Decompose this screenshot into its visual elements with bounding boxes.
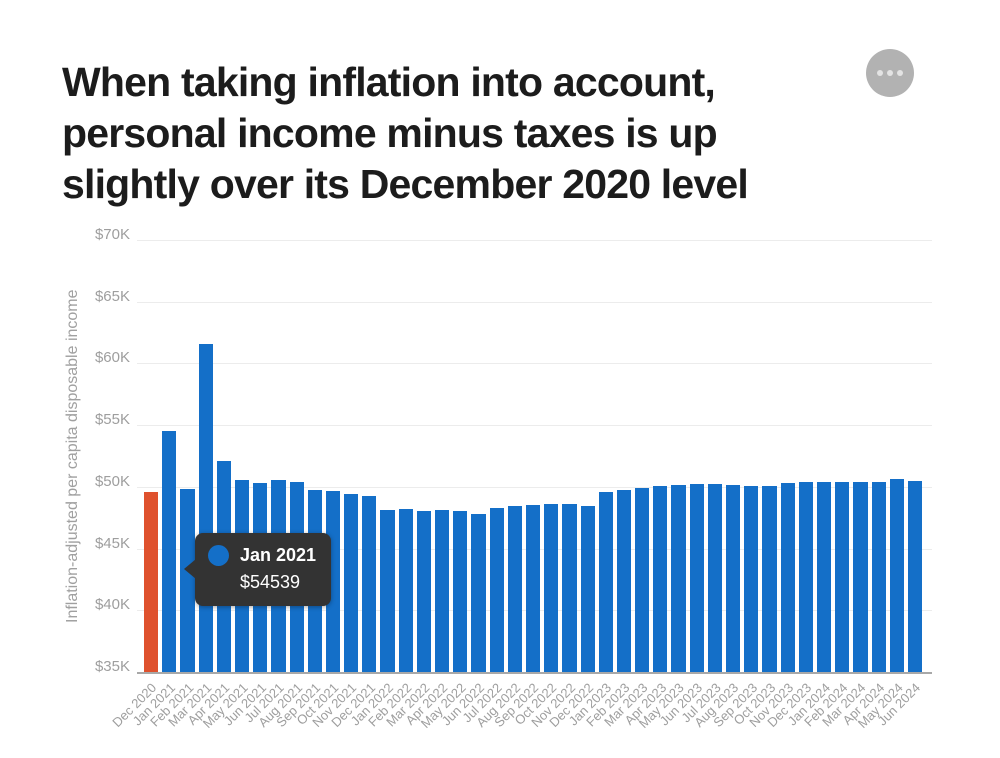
y-tick-label: $45K bbox=[94, 534, 130, 552]
tooltip-value: $54539 bbox=[240, 572, 301, 592]
bar-jul-2023[interactable] bbox=[707, 483, 722, 672]
bar-nov-2022[interactable] bbox=[562, 503, 577, 672]
y-tick-label: $60K bbox=[94, 349, 130, 367]
gridline bbox=[137, 240, 932, 241]
bar-sep-2023[interactable] bbox=[744, 486, 759, 672]
bar-dec-2022[interactable] bbox=[580, 505, 595, 672]
tooltip-caret-icon bbox=[184, 559, 196, 579]
y-tick-label: $40K bbox=[94, 596, 130, 614]
gridline bbox=[137, 301, 932, 303]
bar-series bbox=[137, 240, 932, 672]
y-tick-label: $35K bbox=[94, 658, 130, 675]
bar-feb-2021[interactable] bbox=[180, 489, 195, 672]
bar-jan-2022[interactable] bbox=[380, 509, 395, 672]
gridline bbox=[137, 486, 932, 488]
bar-apr-2024[interactable] bbox=[871, 482, 886, 672]
ellipsis-icon bbox=[877, 70, 883, 76]
bar-apr-2022[interactable] bbox=[435, 509, 450, 672]
bar-jan-2021[interactable] bbox=[162, 430, 177, 672]
ellipsis-icon bbox=[897, 70, 903, 76]
gridline bbox=[137, 363, 932, 365]
bar-nov-2021[interactable] bbox=[344, 493, 359, 672]
tooltip-series-marker-icon bbox=[208, 545, 229, 566]
ellipsis-icon bbox=[887, 70, 893, 76]
bar-mar-2021[interactable] bbox=[198, 343, 213, 672]
bar-mar-2024[interactable] bbox=[853, 481, 868, 672]
bar-jan-2024[interactable] bbox=[816, 481, 832, 672]
bar-may-2023[interactable] bbox=[671, 485, 686, 672]
y-tick-label: $50K bbox=[94, 472, 130, 490]
chart-title: When taking inflation into account, pers… bbox=[62, 59, 749, 208]
bar-sep-2022[interactable] bbox=[525, 505, 541, 672]
tooltip: Jan 2021 $54539 bbox=[184, 533, 331, 606]
bar-dec-2021[interactable] bbox=[362, 496, 377, 672]
bar-jan-2023[interactable] bbox=[598, 491, 613, 672]
bar-may-2024[interactable] bbox=[889, 479, 904, 672]
bar-jun-2024[interactable] bbox=[907, 480, 923, 672]
bar-feb-2024[interactable] bbox=[835, 481, 850, 672]
bar-dec-2020[interactable] bbox=[144, 492, 159, 672]
y-tick-label: $70K bbox=[94, 226, 130, 243]
bar-feb-2023[interactable] bbox=[616, 490, 632, 672]
bar-mar-2023[interactable] bbox=[635, 488, 650, 672]
gridline bbox=[137, 425, 932, 427]
bar-feb-2022[interactable] bbox=[398, 509, 413, 672]
bar-oct-2023[interactable] bbox=[762, 486, 777, 672]
plot-area: Dec 2020 Jan 2021 Feb 2021 Mar 2021 Apr 2021… bbox=[110, 240, 932, 731]
bar-aug-2023[interactable] bbox=[726, 485, 741, 672]
bar-nov-2023[interactable] bbox=[780, 482, 795, 672]
bar-oct-2022[interactable] bbox=[544, 503, 559, 672]
bar-mar-2022[interactable] bbox=[416, 510, 431, 672]
bar-jun-2023[interactable] bbox=[689, 483, 704, 672]
bar-dec-2023[interactable] bbox=[798, 481, 813, 672]
bar-jul-2022[interactable] bbox=[489, 508, 504, 672]
y-tick-label: $65K bbox=[94, 287, 130, 305]
bar-jun-2022[interactable] bbox=[471, 513, 486, 672]
y-tick-label: $55K bbox=[94, 411, 130, 429]
bar-apr-2023[interactable] bbox=[653, 486, 668, 672]
bar-aug-2022[interactable] bbox=[507, 506, 522, 672]
options-button[interactable] bbox=[866, 49, 914, 97]
bar-may-2022[interactable] bbox=[453, 511, 468, 672]
tooltip-category-label: Jan 2021 bbox=[240, 545, 317, 565]
